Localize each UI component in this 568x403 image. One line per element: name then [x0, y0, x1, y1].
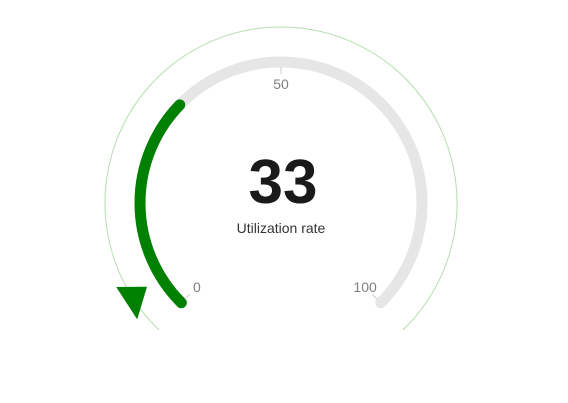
- gauge-tick-label: 50: [273, 76, 289, 92]
- gauge-progress-arc: [134, 99, 187, 309]
- gauge-tick-label: 0: [193, 279, 201, 295]
- gauge-tick-labels: 0 50 100: [193, 76, 377, 295]
- gauge-tick-label: 100: [353, 279, 377, 295]
- gauge-tick-mark: [371, 293, 378, 300]
- gauge-tick-marks: [184, 67, 378, 300]
- gauge-pointer-icon: [116, 286, 147, 320]
- gauge-value: 33: [249, 148, 318, 217]
- gauge-label: Utilization rate: [237, 220, 326, 236]
- gauge-outer-ring: [104, 26, 458, 330]
- gauge-tick-mark: [184, 293, 191, 300]
